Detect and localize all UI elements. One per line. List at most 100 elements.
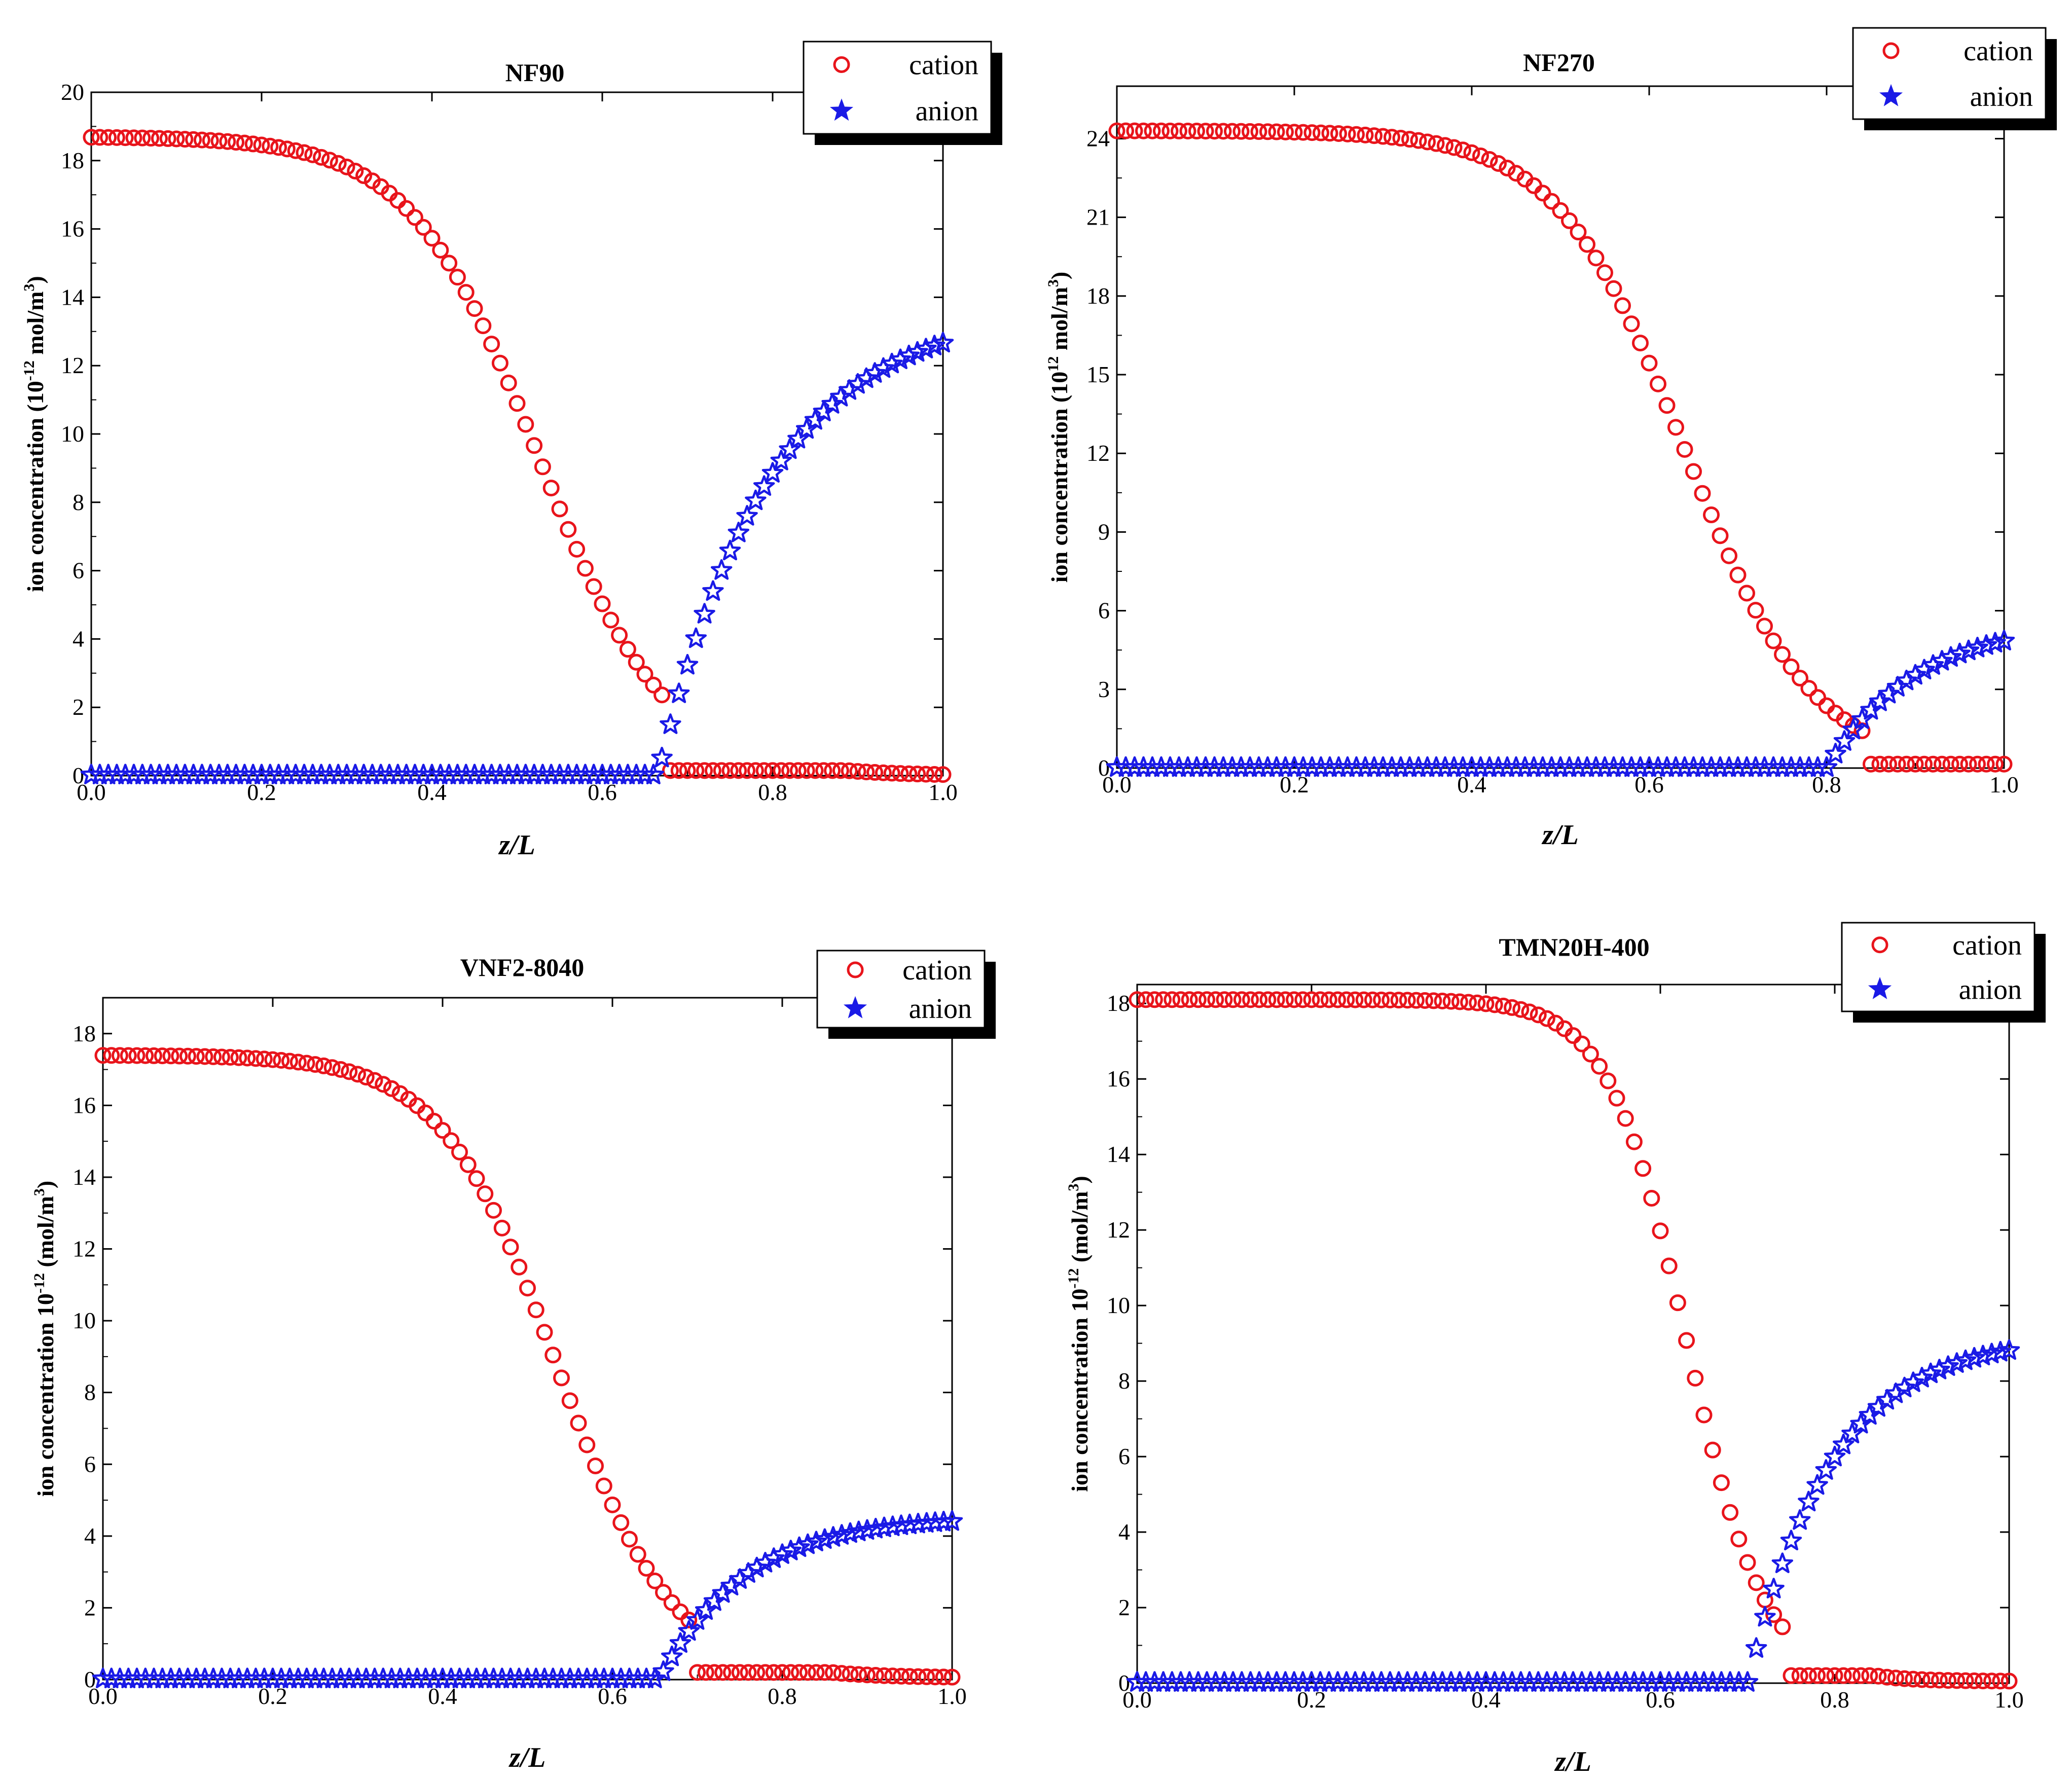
cation-point [483, 336, 500, 353]
cation-point [1294, 991, 1312, 1008]
cation-point [859, 1666, 876, 1684]
cation-point [256, 1050, 273, 1068]
anion-point [668, 682, 690, 703]
cation-point [833, 1665, 850, 1682]
cation-point [289, 1053, 307, 1071]
cation-point [466, 300, 483, 317]
anion-point [1904, 664, 1926, 685]
cation-point [1582, 1045, 1599, 1063]
cation-point [1870, 1667, 1887, 1685]
cation-point [560, 521, 577, 538]
cation-point [491, 354, 508, 372]
anion-point [686, 1609, 708, 1630]
cation-point [1373, 991, 1390, 1008]
anion-point [651, 746, 673, 768]
cation-point [1614, 297, 1631, 314]
cation-point [1117, 122, 1134, 139]
cation-point [1313, 124, 1329, 141]
anion-point [1896, 669, 1917, 690]
cation-point [179, 1047, 196, 1065]
cation-point [799, 1664, 816, 1681]
y-axis-label-mid: (mol/m [32, 1196, 58, 1273]
cation-point [876, 1667, 893, 1684]
cation-point [159, 130, 176, 147]
cation-point [239, 1049, 256, 1067]
cation-point [315, 1057, 332, 1074]
y-axis-label: ion concentration (1012 mol/m3) [1045, 272, 1072, 583]
cation-point [1617, 1110, 1634, 1127]
anion-point [1833, 730, 1856, 751]
cation-point [893, 1667, 910, 1685]
anion-point [830, 386, 852, 407]
cation-point [935, 1668, 952, 1686]
anion-point [1754, 1606, 1776, 1627]
cation-point [536, 1324, 553, 1341]
cation-point [782, 1664, 799, 1681]
y-tick-label: 16 [1107, 1066, 1130, 1092]
cation-point [1931, 1671, 1948, 1689]
cation-point [137, 1047, 154, 1064]
anion-point [736, 505, 758, 526]
cation-point [1747, 602, 1764, 619]
anion-point [1993, 630, 2015, 650]
cation-point [1161, 122, 1179, 139]
series-cation [1129, 991, 2018, 1690]
cation-point [1455, 141, 1471, 159]
cation-point [307, 1056, 324, 1073]
chart-title: TMN20H-400 [1499, 933, 1649, 961]
cation-point [595, 1477, 612, 1495]
cation-point [1242, 123, 1258, 140]
cation-point [1703, 506, 1720, 524]
cation-point [273, 1051, 290, 1069]
cation-point [1969, 755, 1986, 773]
anion-point [1931, 650, 1953, 671]
anion-point [737, 1562, 759, 1583]
anion-point [710, 559, 733, 580]
anion-point [1789, 1509, 1811, 1530]
cation-point [815, 762, 832, 779]
anion-point [728, 522, 750, 542]
cation-point [1259, 123, 1276, 140]
cation-point [1215, 123, 1232, 140]
cation-point [1730, 1531, 1748, 1548]
cation-point [1224, 991, 1242, 1008]
cation-point [1312, 991, 1329, 1008]
x-tick-label: 0.2 [1297, 1687, 1326, 1713]
anion-point [745, 489, 767, 511]
anion-point [694, 603, 715, 624]
anion-point [1998, 1339, 2020, 1360]
anion-point [685, 627, 707, 648]
cation-point [94, 1047, 112, 1064]
cation-point [1469, 994, 1486, 1011]
x-tick-label: 1.0 [937, 1683, 967, 1709]
cation-point [1295, 124, 1312, 141]
anion-point [898, 1513, 921, 1535]
cation-point [517, 416, 534, 433]
cation-point [636, 666, 653, 683]
cation-point [825, 1664, 842, 1681]
cation-point [1530, 1006, 1547, 1024]
x-tick-label: 0.8 [758, 779, 787, 805]
chart-title: NF90 [505, 58, 565, 87]
y-tick-label: 18 [1086, 283, 1110, 309]
anion-point [890, 1514, 912, 1535]
cation-point [1534, 185, 1551, 202]
anion-point [1949, 642, 1971, 664]
cation-point [594, 595, 611, 612]
y-tick-label: 0 [72, 762, 84, 788]
cation-point [1135, 122, 1152, 139]
x-tick-label: 0.0 [88, 1683, 118, 1709]
cation-point [262, 137, 279, 155]
anion-point [1878, 682, 1900, 704]
anion-point [838, 379, 860, 400]
cation-point [1678, 1332, 1695, 1349]
cation-point [298, 1055, 315, 1072]
cation-point [296, 144, 313, 161]
y-axis-label-sup2: 3 [1065, 1184, 1082, 1191]
cation-point [798, 762, 815, 779]
cation-point [696, 762, 713, 779]
cation-point [1224, 123, 1241, 140]
y-tick-label: 21 [1086, 204, 1110, 230]
cation-point [1608, 1089, 1625, 1107]
legend-marker-anion [1879, 84, 1903, 106]
